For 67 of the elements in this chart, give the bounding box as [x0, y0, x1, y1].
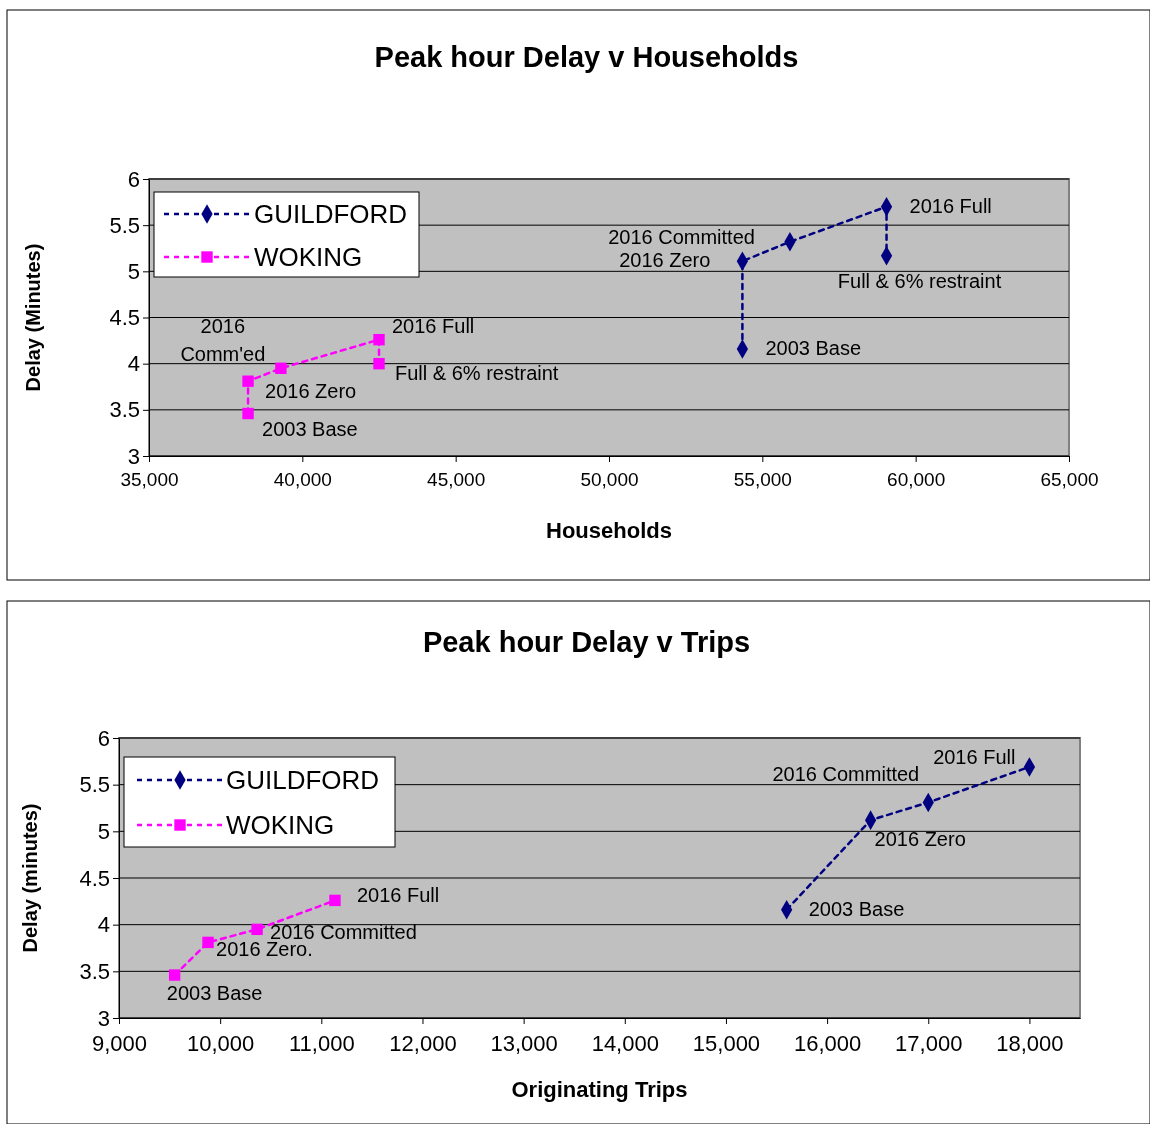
annotation: 2016 Zero.: [216, 938, 313, 961]
point: [275, 362, 287, 374]
annotation: 2016 Committed: [772, 763, 920, 786]
point: [168, 969, 181, 981]
annotation: Full & 6% restraint: [837, 269, 1002, 292]
annotation: 2016 Full: [909, 194, 992, 217]
x-tick-label: 55,000: [733, 468, 792, 490]
point: [329, 894, 341, 907]
y-tick-label: 3.5: [109, 397, 140, 423]
annotation: 2003 Base: [166, 982, 263, 1005]
y-tick-label: 3: [127, 443, 140, 469]
point: [373, 333, 385, 346]
y-tick-label: 4: [127, 351, 140, 377]
y-tick-label: 3.5: [79, 958, 110, 984]
y-tick-label: 5.5: [79, 772, 110, 798]
annotation: 2003 Base: [808, 897, 905, 920]
x-tick-label: 16,000: [793, 1031, 862, 1057]
y-tick-label: 4: [97, 912, 110, 938]
point: [242, 407, 254, 420]
x-tick-label: 65,000: [1040, 468, 1099, 490]
annotation: 2016 Zero: [619, 249, 711, 272]
x-tick-label: 17,000: [895, 1031, 963, 1057]
x-tick-label: 11,000: [288, 1031, 355, 1057]
legend-label: GUILDFORD: [254, 199, 408, 229]
annotation: 2016 Comm'ed: [180, 315, 266, 366]
annotation: 2003 Base: [262, 417, 358, 440]
x-tick-label: 13,000: [490, 1031, 558, 1057]
y-tick-label: 6: [127, 166, 140, 192]
y-axis-title: Delay (minutes): [19, 803, 41, 953]
point: [373, 357, 385, 370]
annotation: 2016 Full: [356, 884, 440, 907]
x-tick-label: 14,000: [591, 1031, 659, 1057]
y-axis-title: Delay (Minutes): [22, 243, 44, 392]
chart-title: Peak hour Delay v Households: [374, 41, 799, 73]
x-tick-label: 18,000: [996, 1031, 1064, 1057]
point: [202, 936, 214, 949]
x-tick-label: 45,000: [427, 468, 486, 490]
x-axis-title: Households: [546, 518, 672, 543]
chart-title: Peak hour Delay v Trips: [422, 626, 751, 658]
annotation: 2016 Zero: [874, 828, 966, 851]
annotation: 2016 Full: [392, 314, 475, 337]
x-tick-label: 40,000: [273, 468, 332, 490]
annotation: 2016 Committed: [608, 225, 755, 248]
x-tick-label: 35,000: [120, 468, 179, 490]
legend-label: WOKING: [226, 810, 335, 840]
y-tick-label: 5: [97, 818, 110, 844]
y-tick-label: 3: [97, 1005, 110, 1031]
annotation: Full & 6% restraint: [395, 361, 559, 384]
y-tick-label: 4.5: [79, 865, 110, 891]
x-tick-label: 10,000: [187, 1031, 255, 1057]
y-tick-label: 5.5: [109, 212, 140, 238]
point: [242, 375, 254, 387]
annotation: 2016 Full: [933, 745, 1016, 768]
x-axis-title: Originating Trips: [511, 1077, 688, 1102]
annotation: 2003 Base: [765, 336, 862, 359]
point: [251, 923, 263, 936]
x-tick-label: 15,000: [692, 1031, 761, 1057]
legend-label: WOKING: [254, 242, 363, 272]
x-tick-label: 12,000: [389, 1031, 457, 1057]
x-tick-label: 50,000: [580, 468, 639, 490]
y-tick-label: 6: [97, 725, 110, 751]
x-tick-label: 60,000: [887, 468, 946, 490]
annotation: 2016 Zero: [265, 380, 357, 403]
x-tick-label: 9,000: [91, 1031, 148, 1057]
y-tick-label: 5: [127, 258, 140, 284]
legend-label: GUILDFORD: [226, 765, 380, 795]
y-tick-label: 4.5: [109, 305, 140, 331]
